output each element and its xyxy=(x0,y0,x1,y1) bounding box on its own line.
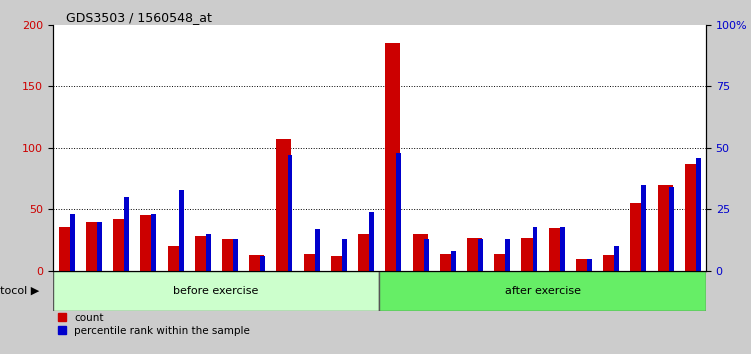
Text: after exercise: after exercise xyxy=(505,286,581,296)
Bar xyxy=(152,214,156,271)
Bar xyxy=(59,227,74,271)
Bar xyxy=(397,153,401,271)
Bar xyxy=(478,239,483,271)
Bar xyxy=(668,187,674,271)
Bar xyxy=(587,258,592,271)
Bar xyxy=(70,214,74,271)
Bar xyxy=(113,219,128,271)
Bar xyxy=(124,197,129,271)
Bar xyxy=(303,253,318,271)
Bar xyxy=(358,234,373,271)
Bar xyxy=(195,236,210,271)
Bar xyxy=(315,229,320,271)
Bar xyxy=(276,139,291,271)
Bar xyxy=(505,239,510,271)
Bar xyxy=(222,239,237,271)
Bar xyxy=(331,256,346,271)
Bar xyxy=(167,246,182,271)
Bar xyxy=(685,164,700,271)
Bar xyxy=(440,253,455,271)
Legend: count, percentile rank within the sample: count, percentile rank within the sample xyxy=(58,313,250,336)
Bar xyxy=(369,212,374,271)
Bar xyxy=(261,256,265,271)
Bar xyxy=(696,158,701,271)
Bar xyxy=(412,234,427,271)
Bar xyxy=(549,228,564,271)
Bar xyxy=(342,239,347,271)
Bar xyxy=(233,239,238,271)
Bar xyxy=(576,258,591,271)
Bar xyxy=(630,203,645,271)
Bar xyxy=(379,271,706,311)
Bar xyxy=(494,253,509,271)
Bar xyxy=(97,222,102,271)
Bar xyxy=(658,185,673,271)
Bar xyxy=(424,239,429,271)
Bar xyxy=(288,155,292,271)
Bar xyxy=(521,238,536,271)
Text: GDS3503 / 1560548_at: GDS3503 / 1560548_at xyxy=(65,11,212,24)
Bar xyxy=(641,185,647,271)
Bar xyxy=(53,271,379,311)
Text: before exercise: before exercise xyxy=(173,286,258,296)
Bar xyxy=(467,238,482,271)
Bar xyxy=(559,227,565,271)
Bar xyxy=(385,43,400,271)
Bar xyxy=(532,227,538,271)
Bar xyxy=(614,246,619,271)
Bar xyxy=(179,190,183,271)
Bar xyxy=(249,255,264,271)
Text: protocol ▶: protocol ▶ xyxy=(0,286,39,296)
Bar xyxy=(603,255,618,271)
Bar xyxy=(206,234,211,271)
Bar xyxy=(86,222,101,271)
Bar xyxy=(451,251,456,271)
Bar xyxy=(140,216,155,271)
